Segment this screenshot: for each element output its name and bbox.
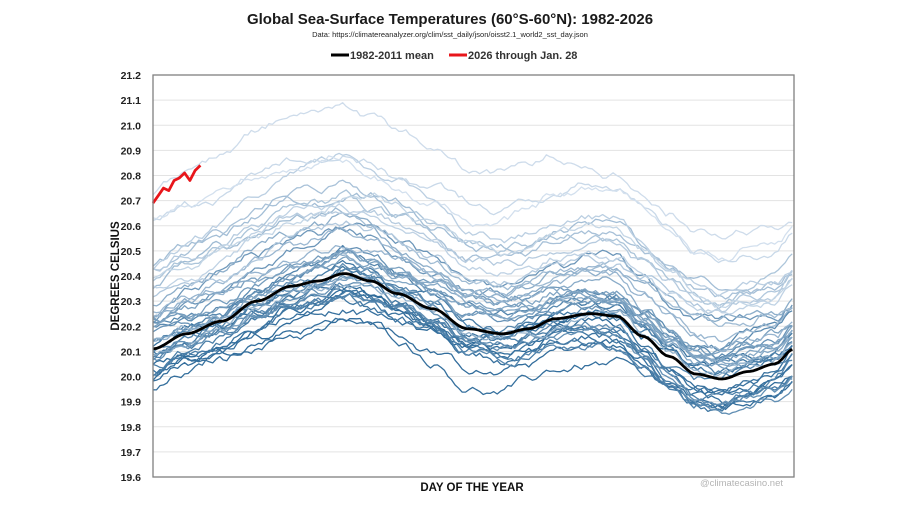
y-tick-label: 21.0 [121,120,142,132]
legend-label-current: 2026 through Jan. 28 [468,50,577,62]
year-line-2024 [152,102,793,240]
year-line-2017 [152,189,793,307]
year-line-2014 [152,207,793,328]
y-tick-label: 19.6 [121,472,142,484]
year-line-2020 [152,152,793,297]
year-line-2013 [152,226,793,343]
y-tick-label: 20.3 [121,296,142,308]
y-tick-label: 19.8 [121,422,142,434]
year-line-2015 [152,192,793,294]
year-line-2000 [152,274,793,407]
y-tick-label: 20.1 [121,346,142,358]
y-tick-label: 20.0 [121,372,142,384]
y-axis-label: DEGREES CELSIUS [110,221,122,331]
year-line-2021 [152,203,793,315]
legend-label-mean: 1982-2011 mean [350,50,434,62]
year-line-2018 [152,220,793,315]
year-line-2005 [152,276,793,357]
y-tick-label: 20.6 [121,221,142,233]
y-tick-label: 20.2 [121,321,142,333]
chart-title: Global Sea-Surface Temperatures (60°S-60… [247,11,653,28]
y-tick-label: 19.9 [121,397,142,409]
year-line-2007 [152,250,793,367]
y-tick-label: 19.7 [121,447,142,459]
y-tick-label: 20.5 [121,246,142,258]
year-line-1989 [152,294,793,413]
y-tick-labels: 19.6 19.7 19.8 19.9 20.0 20.1 20.2 20.3 20.4 20.5… [121,70,142,484]
year-line-2009 [152,252,793,366]
y-tick-label: 21.2 [121,70,142,82]
current-year-line [151,164,202,204]
plot-frame [152,74,795,478]
chart-subtitle: Data: https://climatereanalyzer.org/clim… [312,30,588,39]
year-line-2019 [152,209,793,313]
year-line-2023 [152,155,793,264]
year-line-2011 [152,282,793,378]
watermark: @climatecasino.net [700,478,783,489]
y-tick-label: 20.8 [121,171,142,183]
x-axis-label: DAY OF THE YEAR [420,482,524,494]
year-line-2012 [152,244,793,353]
legend: 1982-2011 mean 2026 through Jan. 28 [331,50,577,62]
year-line-1985 [152,317,793,407]
y-tick-label: 20.7 [121,196,142,208]
year-line-1982 [152,289,793,395]
year-line-2025 [152,155,793,262]
year-line-2022 [152,192,793,309]
year-line-1987 [152,282,793,396]
y-tick-label: 20.4 [121,271,142,283]
year-line-1996 [152,293,793,409]
year-lines [152,102,793,415]
y-tick-label: 20.9 [121,145,142,157]
year-line-1994 [152,268,793,381]
mean-line [152,272,793,381]
y-tick-label: 21.1 [121,95,142,107]
